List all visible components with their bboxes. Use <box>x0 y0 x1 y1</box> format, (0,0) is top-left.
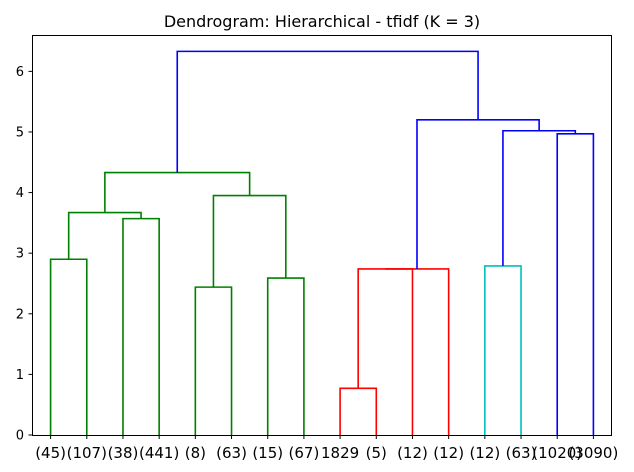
dendrogram-link <box>212 194 287 288</box>
leaf-label: (1020) <box>532 444 582 462</box>
leaf-label: (8) <box>185 444 206 462</box>
y-tick-label: 5 <box>16 125 24 140</box>
dendrogram-link <box>556 132 595 435</box>
dendrogram-link <box>49 258 88 435</box>
leaf-label: (38) <box>108 444 139 462</box>
leaf-label: (45) <box>35 444 66 462</box>
y-tick-label: 1 <box>16 368 24 383</box>
y-axis: 0 1 2 3 4 5 6 <box>16 65 33 444</box>
dendrogram-link <box>176 50 479 173</box>
leaf-label: (12) <box>433 444 464 462</box>
chart-title: Dendrogram: Hierarchical - tfidf (K = 3) <box>164 12 480 31</box>
y-tick-label: 4 <box>16 186 24 201</box>
dendrogram-link <box>339 387 378 435</box>
dendrogram-link <box>484 265 522 435</box>
dendrogram-link <box>357 268 414 435</box>
leaf-label: (12) <box>469 444 500 462</box>
y-tick-label: 6 <box>16 65 24 80</box>
dendrogram-link <box>416 119 540 269</box>
dendrogram-link <box>122 217 160 435</box>
dendrogram-link <box>104 171 251 213</box>
plot-frame <box>32 35 612 436</box>
y-tick-label: 3 <box>16 247 24 262</box>
leaf-label: (67) <box>289 444 320 462</box>
y-tick-label: 0 <box>16 429 24 444</box>
dendrogram-link <box>266 277 305 435</box>
x-axis-leaf-labels: (45) (107) (38) (441) (8) (63) (15) (67) 1829 (5)… <box>35 435 618 462</box>
leaf-label: (3090) <box>568 444 618 462</box>
leaf-label: (107) <box>67 444 107 462</box>
y-tick-label: 2 <box>16 307 24 322</box>
leaf-label: (441) <box>139 444 179 462</box>
dendrogram-links <box>49 50 595 435</box>
leaf-label: (15) <box>252 444 283 462</box>
dendrogram-link <box>502 129 577 266</box>
leaf-label: (12) <box>397 444 428 462</box>
leaf-label: (63) <box>506 444 537 462</box>
dendrogram-link <box>67 211 142 260</box>
leaf-label: (5) <box>366 444 387 462</box>
dendrogram-link <box>194 286 233 435</box>
dendrogram-link <box>385 268 450 435</box>
leaf-label: (63) <box>216 444 247 462</box>
leaf-label: 1829 <box>321 444 359 462</box>
